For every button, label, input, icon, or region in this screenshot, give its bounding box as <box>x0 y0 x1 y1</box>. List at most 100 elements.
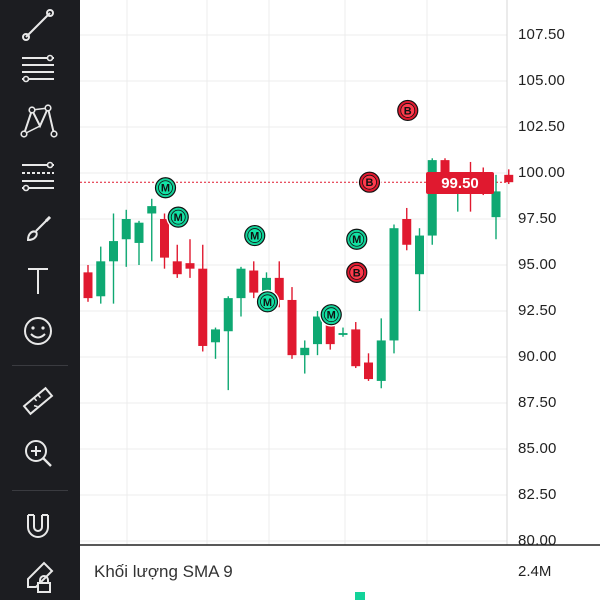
volume-axis-value: 2.4M <box>518 563 552 580</box>
price-axis-label: 87.50 <box>518 394 557 411</box>
candle-body <box>402 219 412 245</box>
candlestick-chart[interactable]: M M M M M M B B B <box>80 0 600 600</box>
candle-body <box>415 235 424 275</box>
price-axis-label: 82.50 <box>518 486 557 503</box>
candle <box>185 239 195 278</box>
candle <box>491 174 501 240</box>
price-axis-label: 95.00 <box>518 256 557 273</box>
zoom-in-icon[interactable] <box>13 428 63 478</box>
candle-body <box>236 268 246 299</box>
candle <box>109 213 118 304</box>
candle <box>121 209 131 267</box>
toolbar-divider <box>12 490 68 491</box>
candle <box>211 327 220 359</box>
price-axis-label: 102.50 <box>518 118 566 135</box>
candle-body <box>376 340 386 381</box>
candle-body <box>198 268 208 346</box>
marker-label: M <box>250 231 259 243</box>
lock-edit-icon[interactable] <box>13 552 63 600</box>
signal-marker-m: M <box>255 289 280 314</box>
marker-inner <box>170 209 186 225</box>
candle-body <box>274 277 284 300</box>
pattern-icon[interactable] <box>13 96 63 146</box>
trend-line-icon[interactable] <box>13 0 63 50</box>
candle <box>504 169 514 185</box>
candle <box>236 266 246 317</box>
candle <box>83 265 93 302</box>
candle <box>402 207 412 251</box>
emoji-icon[interactable] <box>13 306 63 356</box>
candle-body <box>364 362 373 380</box>
signal-marker-b: B <box>344 260 369 285</box>
candle-body <box>338 333 348 335</box>
horizontal-lines-icon[interactable] <box>13 43 63 93</box>
signal-marker-m: M <box>344 227 369 252</box>
candle <box>338 327 348 337</box>
candle-body <box>262 277 271 295</box>
marker-inner <box>362 174 377 190</box>
signal-marker-b: B <box>395 98 420 123</box>
price-axis-label: 100.00 <box>518 164 566 181</box>
candle-body <box>389 228 399 341</box>
price-axis-label: 85.00 <box>518 440 557 457</box>
marker-label: M <box>327 310 336 322</box>
candle-body <box>134 222 144 243</box>
candle-body <box>427 160 437 236</box>
marker-inner <box>349 231 365 247</box>
marker-inner <box>323 307 339 323</box>
marker-label: M <box>263 297 272 309</box>
candle-body <box>109 241 118 262</box>
candle-body <box>351 329 361 367</box>
signal-marker-m: M <box>319 302 344 327</box>
candle <box>287 287 297 359</box>
candle <box>313 311 322 356</box>
marker-label: M <box>161 183 170 195</box>
marker-label: M <box>174 212 183 224</box>
marker-label: B <box>366 177 374 189</box>
candle <box>172 244 182 278</box>
last-price-tag: 99.50 <box>426 172 494 194</box>
signal-marker-m: M <box>166 205 191 230</box>
candle <box>249 261 259 299</box>
candle-body <box>185 263 195 269</box>
candle-body <box>287 299 297 356</box>
candle <box>160 213 169 269</box>
candle <box>198 244 208 352</box>
candle <box>389 224 399 354</box>
drawing-toolbar <box>0 0 80 600</box>
candle-body <box>300 347 310 356</box>
toolbar-divider <box>12 365 68 366</box>
marker-inner <box>247 228 263 243</box>
candle-body <box>160 219 169 258</box>
price-axis-label: 90.00 <box>518 348 557 365</box>
candle-body <box>491 191 501 218</box>
candle-body <box>147 206 157 214</box>
candle <box>134 220 144 265</box>
signal-marker-m: M <box>153 175 178 200</box>
brush-icon[interactable] <box>13 203 63 253</box>
candle-body <box>96 261 106 297</box>
price-axis-label: 80.00 <box>518 532 557 549</box>
magnet-icon[interactable] <box>13 500 63 550</box>
fib-levels-icon[interactable] <box>13 150 63 200</box>
marker-inner <box>260 294 275 310</box>
ruler-icon[interactable] <box>13 376 63 426</box>
marker-label: M <box>352 234 361 246</box>
text-icon[interactable] <box>13 256 63 306</box>
candle <box>223 296 233 391</box>
volume-indicator-label[interactable]: Khối lượng SMA 9 <box>94 562 233 581</box>
candle-body <box>440 160 450 177</box>
candle-body <box>223 298 233 332</box>
candle <box>415 228 424 311</box>
marker-inner <box>158 180 173 196</box>
candle-body <box>172 261 182 275</box>
candle-body <box>325 322 335 345</box>
candle-body <box>249 270 259 293</box>
candle-body <box>83 272 93 299</box>
candle <box>351 322 361 369</box>
candle <box>364 353 373 381</box>
chart-area[interactable]: M M M M M M B B B <box>80 0 600 600</box>
marker-inner <box>400 103 416 118</box>
candle <box>300 340 310 374</box>
price-axis-label: 92.50 <box>518 302 557 319</box>
